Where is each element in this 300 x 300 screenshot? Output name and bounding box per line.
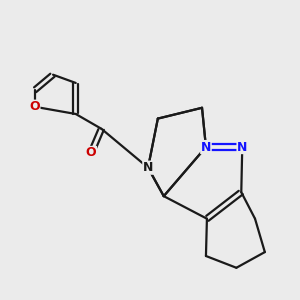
Text: N: N <box>237 141 247 154</box>
Text: N: N <box>143 161 153 174</box>
Text: N: N <box>201 141 211 154</box>
Text: O: O <box>29 100 40 113</box>
Text: O: O <box>86 146 96 159</box>
